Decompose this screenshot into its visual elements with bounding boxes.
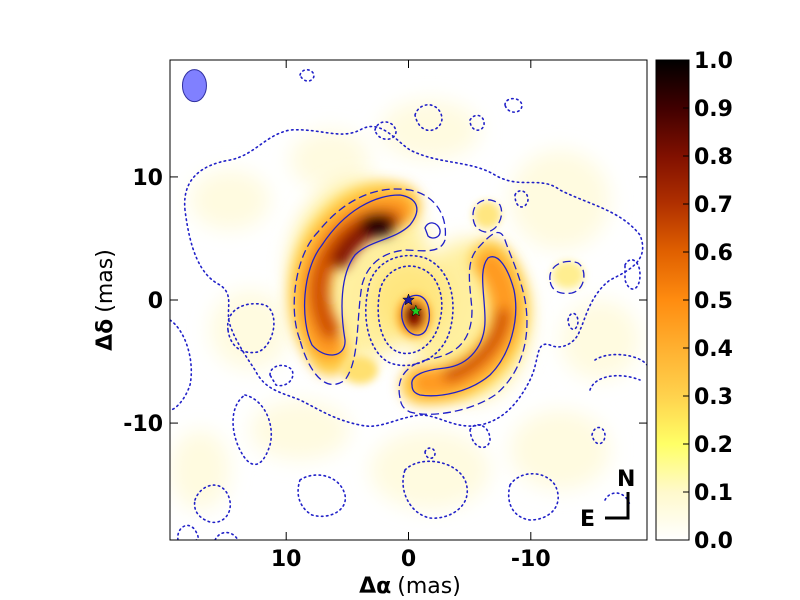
contour-dotted-ring-inner bbox=[377, 265, 443, 355]
compass-east-label: E bbox=[580, 507, 595, 532]
contour-dotted-blob-7 bbox=[227, 303, 275, 354]
contour-dotted-blob-6 bbox=[514, 190, 529, 208]
colorbar-tick-label-5: 0.5 bbox=[694, 289, 733, 314]
x-tick-label-0: 10 bbox=[271, 547, 302, 572]
colorbar-tick-label-2: 0.2 bbox=[694, 433, 733, 458]
contour-dotted-main bbox=[183, 125, 644, 427]
colorbar-tick-label-7: 0.7 bbox=[694, 193, 733, 218]
sw-arc bbox=[400, 240, 529, 406]
colorbar-tick-label-4: 0.4 bbox=[694, 337, 733, 362]
ne-arc bbox=[288, 182, 421, 376]
contour-solid-small bbox=[424, 222, 441, 239]
contour-dashed-inner bbox=[293, 188, 447, 386]
contour-dotted-blob-4 bbox=[374, 121, 397, 141]
contour-dotted-blob-20 bbox=[402, 460, 468, 519]
contour-solid-ne-arc bbox=[304, 194, 418, 356]
contour-dotted-blob-15 bbox=[567, 312, 579, 331]
colorbar-tick-label-0: 0.0 bbox=[694, 529, 733, 554]
contour-dotted-blob-22 bbox=[177, 524, 199, 540]
contour-dotted-blob-11 bbox=[594, 353, 647, 366]
star-marker-1 bbox=[409, 304, 423, 317]
y-axis-label-unit: (mas) bbox=[93, 249, 118, 313]
contour-dotted-blob-9 bbox=[170, 319, 193, 411]
colorbar-tick-label-9: 0.9 bbox=[694, 97, 733, 122]
contour-dotted-blob-17 bbox=[424, 447, 436, 460]
contour-dashed-blob-top bbox=[472, 199, 503, 233]
contour-dotted-blob-21 bbox=[508, 472, 559, 521]
contour-dotted-blob-19 bbox=[297, 474, 346, 517]
x-tick-label-1: 0 bbox=[401, 547, 416, 572]
contour-dotted-blob-16 bbox=[469, 424, 491, 449]
colorbar-tick-label-1: 0.1 bbox=[694, 481, 733, 506]
contour-dotted-blob-5 bbox=[469, 114, 485, 131]
y-tick-label-2: -10 bbox=[123, 412, 163, 437]
y-tick-label-1: 0 bbox=[148, 289, 163, 314]
x-axis-label-symbol: Δα bbox=[359, 574, 391, 599]
x-axis-label-unit: (mas) bbox=[397, 574, 461, 599]
contour-dotted-ring-mid bbox=[365, 254, 454, 367]
colorbar-tick-label-6: 0.6 bbox=[694, 241, 733, 266]
y-axis-label: Δδ (mas) bbox=[93, 249, 118, 351]
colorbar-tick-label-10: 1.0 bbox=[694, 49, 733, 74]
colorbar: 0.0 0.1 0.2 0.3 0.4 0.5 0.6 0.7 0.8 0.9 1.0 bbox=[655, 49, 733, 554]
contour-dotted-blob-14 bbox=[624, 259, 641, 290]
contour-dotted-blob-23 bbox=[214, 531, 239, 540]
y-tick-label-0: 10 bbox=[132, 166, 163, 191]
compass: N E bbox=[580, 467, 635, 532]
x-axis-label: Δα (mas) bbox=[359, 574, 461, 599]
contour-dashed-blob-right bbox=[549, 260, 585, 295]
contour-solid-sw-arc bbox=[411, 256, 517, 397]
colorbar-ticks: 0.0 0.1 0.2 0.3 0.4 0.5 0.6 0.7 0.8 0.9 1.0 bbox=[683, 49, 733, 554]
compass-arrows bbox=[605, 492, 630, 520]
colorbar-tick-label-3: 0.3 bbox=[694, 385, 733, 410]
y-axis: 10 0 -10 bbox=[123, 166, 647, 437]
compass-north-label: N bbox=[617, 467, 635, 492]
heatmap-image bbox=[170, 100, 640, 510]
contour-dashed-sw bbox=[398, 231, 528, 415]
star-markers bbox=[402, 293, 423, 317]
colorbar-tick-label-8: 0.8 bbox=[694, 145, 733, 170]
minor-blobs bbox=[342, 201, 584, 384]
contour-dotted-blob-12 bbox=[589, 374, 641, 391]
contour-dotted-blob-8 bbox=[269, 364, 294, 387]
beam-ellipse bbox=[181, 69, 207, 103]
contour-dotted-blob-18 bbox=[193, 484, 232, 524]
y-axis-label-symbol: Δδ bbox=[93, 319, 118, 351]
x-axis: 10 0 -10 bbox=[271, 60, 551, 572]
contour-dotted-blob-1 bbox=[299, 68, 315, 82]
star-marker-0 bbox=[402, 293, 415, 306]
contour-dotted-blob-13 bbox=[591, 426, 606, 445]
contour-dotted-blob-10 bbox=[232, 394, 272, 466]
x-tick-label-2: -10 bbox=[511, 547, 551, 572]
contour-dotted-blob-2 bbox=[504, 97, 523, 113]
contour-dotted-blob-3 bbox=[414, 104, 443, 132]
